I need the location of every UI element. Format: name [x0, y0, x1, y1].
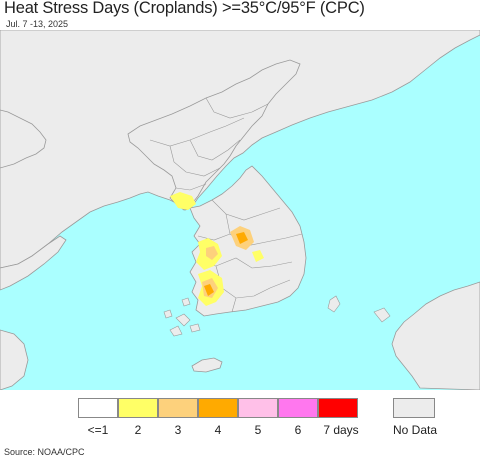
- liaodong-landmass: [0, 235, 67, 291]
- legend-swatch-3: [158, 398, 198, 418]
- map-date-range: Jul. 7 -13, 2025: [6, 19, 69, 29]
- legend-label-2: 2: [134, 423, 142, 437]
- tsushima-island: [327, 295, 341, 313]
- legend-label-7: 7 days: [323, 423, 359, 437]
- heat-area-east-central-core: [236, 232, 248, 244]
- heat-stress-map: [0, 30, 480, 390]
- west-coast-landmass: [0, 109, 47, 169]
- legend-label-6: 6: [294, 423, 302, 437]
- heat-area-west-central-2: [206, 246, 218, 260]
- jeju-island: [191, 357, 223, 373]
- legend-swatch-7: [318, 398, 358, 418]
- legend-swatch-le1: [78, 398, 118, 418]
- legend-label-5: 5: [254, 423, 262, 437]
- source-credit: Source: NOAA/CPC: [4, 447, 85, 457]
- legend-swatch-6: [278, 398, 318, 418]
- legend-label-4: 4: [214, 423, 222, 437]
- legend-label-le1: <=1: [87, 423, 109, 437]
- southwest-islands: [163, 297, 201, 337]
- china-southwest-coast: [0, 329, 29, 390]
- heat-area-southwest-core: [204, 284, 214, 296]
- legend-swatch-no-data: [393, 398, 435, 418]
- legend-swatch-5: [238, 398, 278, 418]
- legend-label-3: 3: [174, 423, 182, 437]
- legend-label-no-data: No Data: [392, 423, 438, 437]
- legend-swatch-2: [118, 398, 158, 418]
- heat-area-northwest: [170, 192, 196, 210]
- japan-island-small: [373, 307, 391, 323]
- mainland-landmass: [0, 30, 480, 269]
- north-korea: [127, 59, 301, 211]
- map-title: Heat Stress Days (Croplands) >=35°C/95°F…: [4, 0, 365, 17]
- heat-area-south-small: [252, 250, 264, 262]
- legend-swatch-4: [198, 398, 238, 418]
- japan-landmass: [391, 281, 480, 390]
- heat-stress-areas: [170, 192, 264, 306]
